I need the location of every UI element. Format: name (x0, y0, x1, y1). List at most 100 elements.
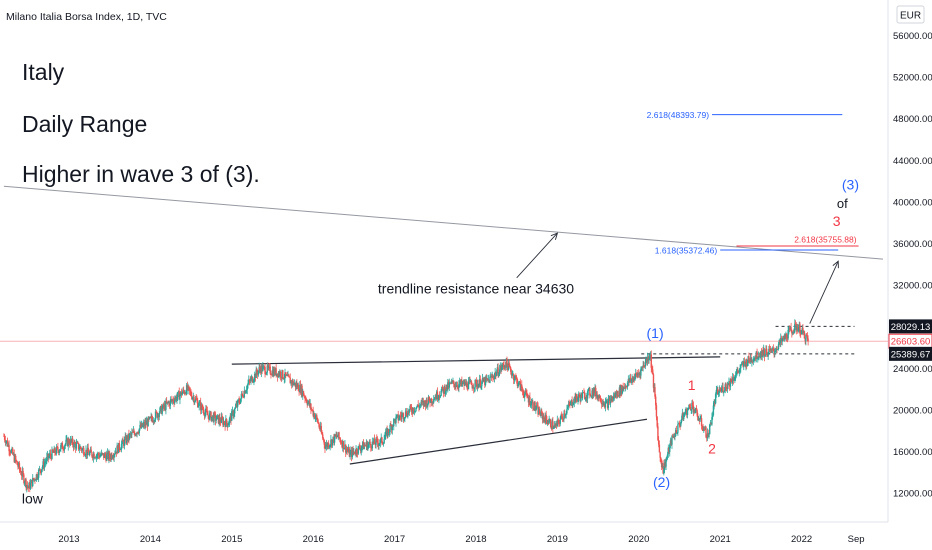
candle (247, 379, 249, 389)
candle (295, 380, 297, 391)
candle (471, 382, 473, 391)
candle (250, 375, 252, 385)
candle (20, 467, 22, 476)
candle (526, 389, 528, 399)
candle (770, 347, 772, 353)
trendline-callout-arrow[interactable] (516, 232, 559, 279)
candle (154, 409, 157, 423)
candle (637, 369, 640, 378)
candle (8, 440, 10, 456)
candle (436, 387, 439, 403)
candle (239, 398, 241, 405)
y-tick-label: 12000.00 (893, 489, 932, 500)
candle (318, 422, 320, 429)
candle (164, 400, 166, 412)
candle (549, 418, 551, 422)
candle (236, 400, 238, 408)
candle (211, 415, 214, 421)
fib-level-label: 1.618(35372.46) (655, 246, 718, 256)
currency-button-frame[interactable] (896, 5, 925, 24)
candle (691, 400, 693, 414)
candle (390, 420, 392, 426)
candle (310, 402, 312, 415)
wave-target-arrow[interactable] (809, 260, 839, 324)
candle (567, 400, 570, 411)
candle (487, 378, 489, 381)
candle (64, 442, 66, 449)
candle (74, 440, 76, 445)
candle (520, 384, 522, 391)
candle (432, 398, 434, 408)
candle (608, 395, 610, 401)
candle (107, 450, 109, 461)
candle (527, 394, 530, 407)
candle (491, 371, 493, 379)
candle (333, 433, 336, 446)
candle (757, 356, 759, 363)
candle (105, 452, 107, 463)
candle (126, 435, 129, 446)
candle (418, 404, 420, 412)
candle (748, 352, 750, 363)
candle (632, 376, 635, 383)
fib-level-label: 2.618(35755.88) (794, 235, 857, 245)
candle (672, 433, 675, 439)
lower-triangle-line[interactable] (349, 418, 648, 465)
candle (754, 354, 757, 362)
candle (27, 486, 29, 492)
currency-button-label[interactable]: EUR (900, 11, 921, 22)
candle (504, 364, 506, 370)
candle (373, 434, 376, 444)
candle (586, 389, 589, 403)
candle (142, 421, 144, 428)
candle (790, 322, 792, 333)
candle (555, 421, 557, 428)
candle (447, 379, 450, 390)
candle (162, 403, 164, 410)
candle (128, 429, 130, 444)
candle (301, 383, 303, 398)
long-term-trendline[interactable] (3, 185, 884, 260)
candle (265, 371, 267, 375)
candle (653, 382, 655, 393)
candle (584, 397, 587, 402)
candle (371, 437, 374, 451)
candle (703, 426, 706, 432)
candle (54, 449, 57, 456)
currency-button[interactable]: EUR (896, 5, 925, 24)
candle (649, 351, 652, 361)
candle (372, 441, 374, 445)
candle (175, 394, 177, 403)
upper-triangle-line[interactable] (231, 356, 721, 365)
candle (742, 361, 744, 368)
candle (435, 393, 437, 400)
candle (276, 373, 278, 377)
candle (201, 403, 203, 410)
candle (229, 412, 231, 423)
candle (706, 434, 708, 442)
candle (282, 369, 284, 380)
candle (47, 453, 49, 463)
candle (9, 450, 12, 456)
candle (683, 412, 685, 421)
x-tick-label: 2021 (710, 534, 731, 545)
candle (414, 410, 416, 414)
candle (178, 387, 180, 400)
candle (81, 447, 84, 454)
candle (475, 377, 478, 390)
candle (587, 387, 590, 396)
drawing-lines (0, 185, 888, 465)
candle (213, 411, 215, 426)
candle (234, 403, 237, 410)
candle (444, 389, 447, 397)
candle (711, 412, 713, 426)
candle (79, 444, 81, 450)
candle (521, 380, 523, 393)
candle (347, 446, 349, 453)
candle (381, 441, 384, 445)
candle (209, 410, 212, 418)
candle (802, 324, 804, 336)
candle (448, 378, 450, 391)
candle (800, 329, 802, 338)
